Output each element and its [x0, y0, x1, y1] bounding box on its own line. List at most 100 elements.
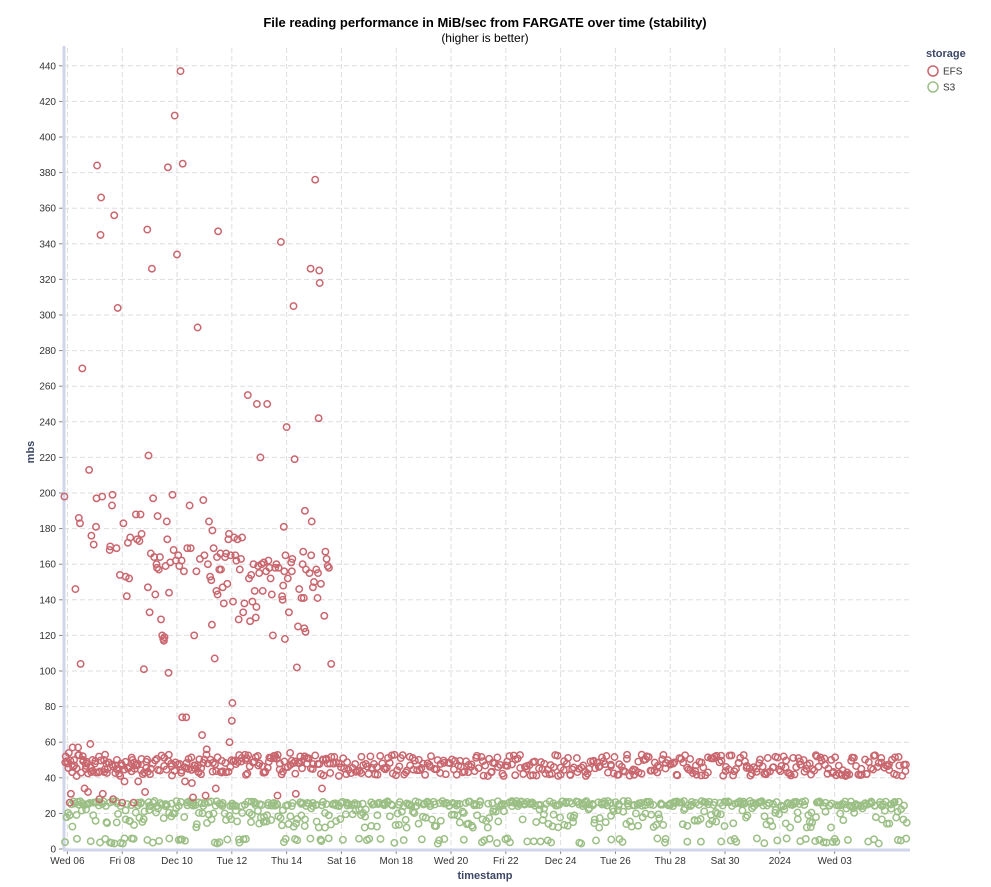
- s3-point: [112, 818, 121, 827]
- s3-point: [646, 800, 655, 809]
- efs-point: [583, 769, 592, 778]
- efs-point: [149, 494, 158, 503]
- s3-point: [458, 807, 467, 816]
- efs-point: [244, 751, 253, 760]
- efs-point: [901, 760, 910, 769]
- s3-point: [493, 839, 501, 848]
- efs-point: [421, 770, 430, 779]
- efs-point: [686, 755, 695, 763]
- efs-point: [243, 769, 252, 778]
- s3-point: [181, 836, 189, 845]
- efs-point: [843, 768, 852, 777]
- efs-point: [108, 501, 116, 510]
- s3-point: [468, 823, 477, 832]
- efs-point: [252, 400, 261, 408]
- efs-point: [266, 574, 275, 583]
- s3-point: [114, 809, 122, 818]
- efs-point: [182, 759, 191, 767]
- efs-point: [474, 764, 483, 773]
- s3-point: [609, 807, 618, 816]
- efs-point: [307, 551, 316, 560]
- efs-point: [398, 751, 407, 760]
- efs-point: [273, 791, 282, 800]
- efs-point: [307, 517, 316, 526]
- efs-point: [155, 553, 164, 562]
- efs-point: [162, 517, 171, 526]
- legend: storage EFS S3: [926, 48, 966, 94]
- efs-point: [147, 264, 156, 273]
- efs-point: [64, 748, 73, 757]
- efs-point: [108, 490, 117, 499]
- efs-point: [246, 617, 255, 626]
- efs-point: [76, 659, 85, 668]
- s3-point: [618, 837, 627, 846]
- s3-point: [556, 813, 565, 822]
- s3-point: [247, 810, 256, 819]
- efs-point: [472, 751, 481, 760]
- efs-point: [207, 620, 216, 629]
- efs-point: [113, 303, 122, 312]
- efs-point: [259, 558, 268, 567]
- efs-point: [776, 767, 785, 776]
- s3-point: [410, 809, 419, 818]
- efs-point: [92, 522, 100, 531]
- s3-point: [393, 809, 402, 818]
- x-tick-label: Wed 06: [50, 856, 85, 867]
- efs-point: [134, 777, 143, 786]
- s3-point: [631, 809, 640, 818]
- efs-point: [598, 753, 606, 762]
- efs-point: [234, 615, 243, 624]
- efs-point: [452, 770, 461, 779]
- efs-point: [241, 750, 249, 759]
- s3-point: [700, 807, 709, 816]
- efs-point: [311, 751, 320, 760]
- s3-point: [712, 817, 721, 826]
- efs-point: [159, 636, 168, 645]
- efs-point: [142, 763, 151, 772]
- efs-point: [274, 563, 283, 572]
- efs-point: [61, 758, 70, 767]
- s3-point: [638, 801, 646, 810]
- efs-point: [190, 631, 199, 640]
- s3-point: [570, 811, 579, 820]
- efs-point: [136, 510, 145, 519]
- s3-point: [157, 800, 166, 809]
- efs-point: [207, 576, 216, 585]
- efs-point: [253, 752, 262, 760]
- efs-point: [319, 771, 328, 780]
- s3-point: [483, 823, 492, 832]
- efs-point: [163, 535, 172, 544]
- efs-point: [322, 554, 331, 563]
- efs-point: [786, 771, 795, 780]
- s3-point: [624, 797, 632, 806]
- efs-point: [299, 547, 308, 556]
- efs-point: [795, 757, 804, 766]
- efs-point: [553, 751, 562, 760]
- efs-point: [327, 659, 336, 668]
- x-tick-label: Fri 08: [109, 856, 135, 867]
- efs-point: [316, 579, 325, 588]
- efs-point: [141, 788, 150, 796]
- efs-point: [376, 751, 385, 760]
- s3-point: [595, 814, 604, 823]
- efs-point: [357, 752, 366, 761]
- efs-point: [280, 635, 289, 643]
- efs-point: [258, 586, 267, 595]
- efs-point: [699, 763, 708, 772]
- x-tick-label: Wed 20: [434, 856, 469, 867]
- legend-symbol-efs: [927, 65, 939, 77]
- x-tick-label: Wed 03: [817, 856, 852, 867]
- efs-point: [288, 554, 297, 563]
- efs-point: [304, 754, 313, 763]
- efs-point: [679, 758, 688, 767]
- efs-point: [74, 750, 83, 759]
- efs-point: [602, 752, 611, 760]
- efs-point: [392, 771, 400, 780]
- x-tick-label: 2024: [769, 856, 792, 867]
- s3-point: [563, 821, 572, 830]
- s3-point: [811, 837, 820, 846]
- efs-point: [610, 753, 619, 761]
- efs-point: [239, 608, 248, 617]
- s3-point: [532, 818, 541, 827]
